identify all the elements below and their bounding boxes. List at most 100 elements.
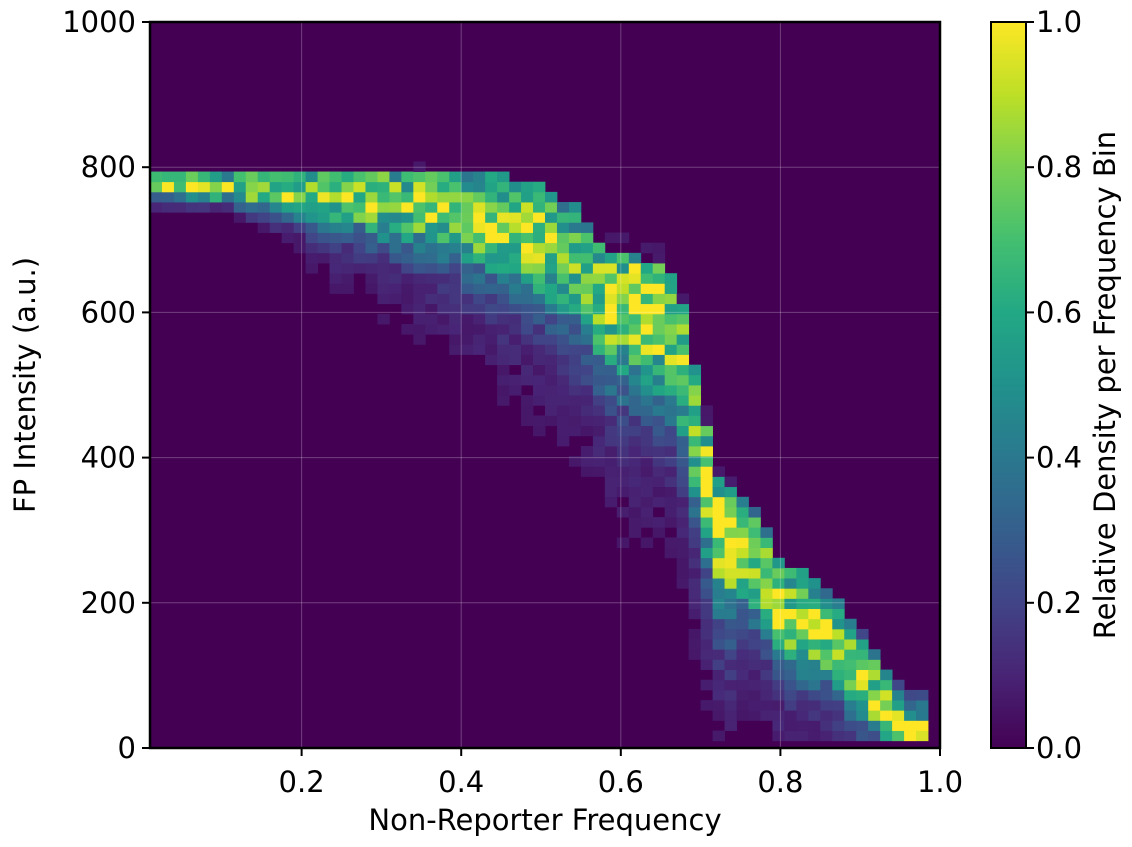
heatmap-cell — [628, 293, 642, 305]
heatmap-cell — [820, 628, 833, 640]
heatmap-cell — [736, 710, 749, 721]
heatmap-cell — [245, 202, 259, 213]
heatmap-cell — [401, 263, 414, 274]
heatmap-cell — [245, 212, 259, 223]
heatmap-cell — [473, 263, 486, 274]
heatmap-cell — [652, 385, 666, 396]
heatmap-cell — [413, 273, 426, 284]
heatmap-cell — [485, 324, 498, 335]
heatmap-cell — [820, 649, 833, 660]
heatmap-cell — [521, 263, 534, 274]
heatmap-cell — [281, 191, 295, 203]
colorbar-tick-label: 0.0 — [1036, 731, 1082, 765]
heatmap-cell — [269, 171, 283, 183]
heatmap-cell — [377, 273, 390, 284]
heatmap-cell — [772, 608, 785, 620]
heatmap-cell — [353, 171, 366, 183]
heatmap-cell — [521, 273, 534, 284]
heatmap-cell — [652, 242, 666, 254]
heatmap-cell — [604, 293, 618, 305]
heatmap-cell — [556, 415, 570, 427]
heatmap-cell — [568, 405, 582, 416]
heatmap-cell — [772, 710, 785, 721]
heatmap-cell — [712, 517, 725, 528]
heatmap-cell — [712, 608, 725, 620]
heatmap-cell — [688, 456, 702, 467]
heatmap-cell — [616, 313, 630, 325]
heatmap-cell — [700, 517, 713, 528]
heatmap-cell — [413, 293, 426, 305]
heatmap-cell — [784, 628, 797, 640]
x-tick-label: 1.0 — [917, 765, 963, 799]
heatmap-cell — [556, 405, 570, 416]
heatmap-cell — [808, 720, 821, 731]
heatmap-cell — [592, 293, 606, 305]
heatmap-cell — [628, 324, 642, 335]
heatmap-cell — [796, 679, 809, 691]
heatmap-cell — [808, 669, 821, 681]
heatmap-cell — [652, 374, 666, 386]
heatmap-cell — [209, 191, 223, 203]
heatmap-cell — [724, 608, 737, 620]
heatmap-cell — [772, 578, 785, 589]
heatmap-cell — [449, 181, 462, 193]
heatmap-cell — [353, 242, 366, 254]
heatmap-cell — [868, 679, 881, 691]
heatmap-cell — [628, 395, 642, 406]
heatmap-cell — [652, 364, 666, 376]
heatmap-cell — [413, 161, 426, 172]
heatmap-cell — [916, 689, 929, 701]
heatmap-cell — [688, 527, 702, 538]
heatmap-cell — [317, 181, 330, 193]
heatmap-cell — [509, 202, 522, 213]
heatmap-cell — [880, 669, 893, 681]
heatmap-cell — [664, 547, 678, 559]
heatmap-cell — [712, 700, 725, 711]
heatmap-cell — [533, 202, 546, 213]
heatmap-cell — [844, 700, 857, 711]
heatmap-cell — [425, 212, 438, 223]
heatmap-cell — [808, 679, 821, 691]
heatmap-cell — [568, 252, 582, 264]
heatmap-cell — [748, 659, 761, 670]
heatmap-cell — [545, 263, 558, 274]
heatmap-cell — [592, 273, 606, 284]
heatmap-cell — [748, 578, 761, 589]
heatmap-cell — [640, 456, 654, 467]
heatmap-cell — [592, 445, 606, 457]
heatmap-cell — [580, 385, 594, 396]
heatmap-cell — [509, 191, 522, 203]
heatmap-cell — [556, 242, 570, 254]
heatmap-cell — [521, 232, 534, 244]
heatmap-cell — [604, 466, 618, 477]
heatmap-cell — [628, 283, 642, 294]
heatmap-cell — [628, 456, 642, 467]
heatmap-cell — [640, 242, 654, 254]
heatmap-cell — [616, 506, 630, 518]
heatmap-cell — [257, 222, 271, 233]
heatmap-cell — [832, 659, 845, 670]
heatmap-cell — [365, 202, 378, 213]
heatmap-cell — [652, 395, 666, 406]
heatmap-cell — [425, 202, 438, 213]
heatmap-cell — [413, 202, 426, 213]
heatmap-cell — [604, 273, 618, 284]
heatmap-cell — [664, 466, 678, 477]
heatmap-cell — [533, 181, 546, 193]
heatmap-cell — [832, 649, 845, 660]
heatmap-cell — [449, 273, 462, 284]
heatmap-cell — [389, 181, 402, 193]
heatmap-cell — [485, 263, 498, 274]
heatmap-cell — [712, 659, 725, 670]
heatmap-cell — [796, 689, 809, 701]
heatmap-cell — [664, 486, 678, 498]
heatmap-cell — [808, 730, 821, 742]
heatmap-cell — [628, 344, 642, 355]
heatmap-cell — [652, 435, 666, 447]
heatmap-cell — [808, 578, 821, 589]
heatmap-cell — [401, 191, 414, 203]
heatmap-cell — [628, 374, 642, 386]
heatmap-cell — [521, 415, 534, 427]
heatmap-cell — [329, 202, 342, 213]
heatmap-cell — [161, 191, 175, 203]
